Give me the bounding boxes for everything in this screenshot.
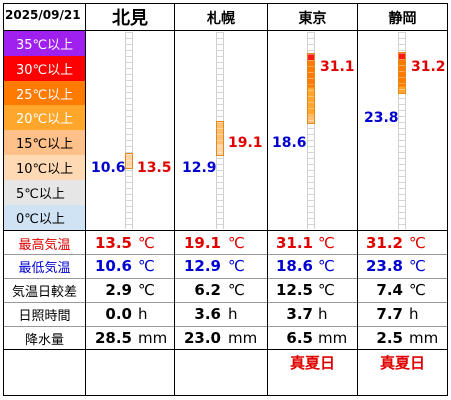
unit-min-temp-tokyo: ℃ [318,257,335,275]
bar-max-label-shizuoka: 31.2 [411,59,446,75]
legend-item: 25℃以上 [4,80,85,106]
value-sunshine-shizuoka: 7.7 [376,305,403,323]
legend-item: 15℃以上 [4,130,85,156]
value-max-temp-tokyo: 31.1 [275,234,313,252]
legend-item: 35℃以上 [4,31,85,56]
value-max-temp-kitami: 13.5 [94,234,132,252]
grid-col-2 [174,3,175,396]
city-header-kitami: 北見 [112,8,148,29]
grid-col-3 [267,3,268,396]
unit-max-temp-tokyo: ℃ [318,234,335,252]
row-label-max-temp: 最高気温 [18,238,71,253]
grid-col-0 [3,3,4,396]
unit-sunshine-tokyo: h [318,305,328,323]
bar-max-label-sapporo: 19.1 [228,135,263,151]
value-min-temp-shizuoka: 23.8 [365,257,403,275]
row-label-min-temp: 最低気温 [18,261,71,276]
badge-shizuoka: 真夏日 [379,354,425,372]
value-max-temp-shizuoka: 31.2 [365,234,403,252]
city-header-shizuoka: 静岡 [388,11,417,27]
unit-max-temp-sapporo: ℃ [228,234,245,252]
unit-temp-range-sapporo: ℃ [228,281,245,299]
value-temp-range-sapporo: 6.2 [194,281,221,299]
grid-line-top [3,3,448,4]
scale-kitami [125,32,133,229]
unit-sunshine-sapporo: h [228,305,238,323]
value-precipitation-shizuoka: 2.5 [376,329,403,347]
value-sunshine-tokyo: 3.7 [286,305,313,323]
temp-bar-shizuoka [398,52,406,95]
value-temp-range-tokyo: 12.5 [275,281,313,299]
value-precipitation-kitami: 28.5 [94,329,132,347]
legend-item: 0℃以上 [4,204,85,230]
unit-precipitation-kitami: mm [138,329,168,347]
bar-min-label-shizuoka: 23.8 [364,110,399,126]
bar-min-label-tokyo: 18.6 [272,135,307,151]
bar-max-label-kitami: 13.5 [137,160,172,176]
grid-line-header [3,30,448,31]
date-label: 2025/09/21 [5,8,81,22]
unit-min-temp-kitami: ℃ [138,257,155,275]
grid-line-row4 [3,326,448,327]
grid-line-row1 [3,254,448,255]
unit-max-temp-shizuoka: ℃ [409,234,426,252]
grid-col-4 [357,3,358,396]
grid-col-5 [447,3,448,396]
scale-tokyo [307,32,315,229]
unit-precipitation-shizuoka: mm [409,329,439,347]
value-precipitation-sapporo: 23.0 [183,329,221,347]
value-temp-range-shizuoka: 7.4 [376,281,403,299]
value-min-temp-tokyo: 18.6 [275,257,313,275]
grid-line-row2 [3,278,448,279]
unit-temp-range-kitami: ℃ [138,281,155,299]
city-header-tokyo: 東京 [298,11,327,27]
scale-shizuoka [398,32,406,229]
row-label-sunshine: 日照時間 [18,309,71,324]
value-max-temp-sapporo: 19.1 [183,234,221,252]
row-label-precipitation: 降水量 [24,333,64,348]
grid-line-row3 [3,302,448,303]
value-temp-range-kitami: 2.9 [105,281,132,299]
unit-precipitation-sapporo: mm [228,329,258,347]
row-label-temp-range: 気温日較差 [11,285,77,300]
temp-bar-sapporo [216,120,224,156]
value-sunshine-kitami: 0.0 [105,305,132,323]
grid-col-1 [85,3,86,396]
badge-tokyo: 真夏日 [289,354,335,372]
value-sunshine-sapporo: 3.6 [194,305,221,323]
unit-temp-range-shizuoka: ℃ [409,281,426,299]
temp-bar-tokyo [307,53,315,124]
bar-max-label-tokyo: 31.1 [320,59,355,75]
grid-line-bottom [3,395,448,396]
unit-sunshine-shizuoka: h [409,305,419,323]
unit-min-temp-sapporo: ℃ [228,257,245,275]
unit-max-temp-kitami: ℃ [138,234,155,252]
temp-bar-kitami [125,152,133,170]
legend-item: 5℃以上 [4,179,85,205]
legend-item: 30℃以上 [4,55,85,81]
legend-item: 20℃以上 [4,105,85,131]
value-min-temp-sapporo: 12.9 [183,257,221,275]
value-precipitation-tokyo: 6.5 [286,329,313,347]
unit-temp-range-tokyo: ℃ [318,281,335,299]
bar-min-label-sapporo: 12.9 [182,160,217,176]
grid-line-row5 [3,349,448,350]
city-header-sapporo: 札幌 [207,11,235,27]
legend-item: 10℃以上 [4,155,85,180]
bar-min-label-kitami: 10.6 [91,160,126,176]
unit-sunshine-kitami: h [138,305,148,323]
unit-min-temp-shizuoka: ℃ [409,257,426,275]
value-min-temp-kitami: 10.6 [94,257,132,275]
unit-precipitation-tokyo: mm [318,329,348,347]
grid-line-chart-bottom [3,230,448,231]
